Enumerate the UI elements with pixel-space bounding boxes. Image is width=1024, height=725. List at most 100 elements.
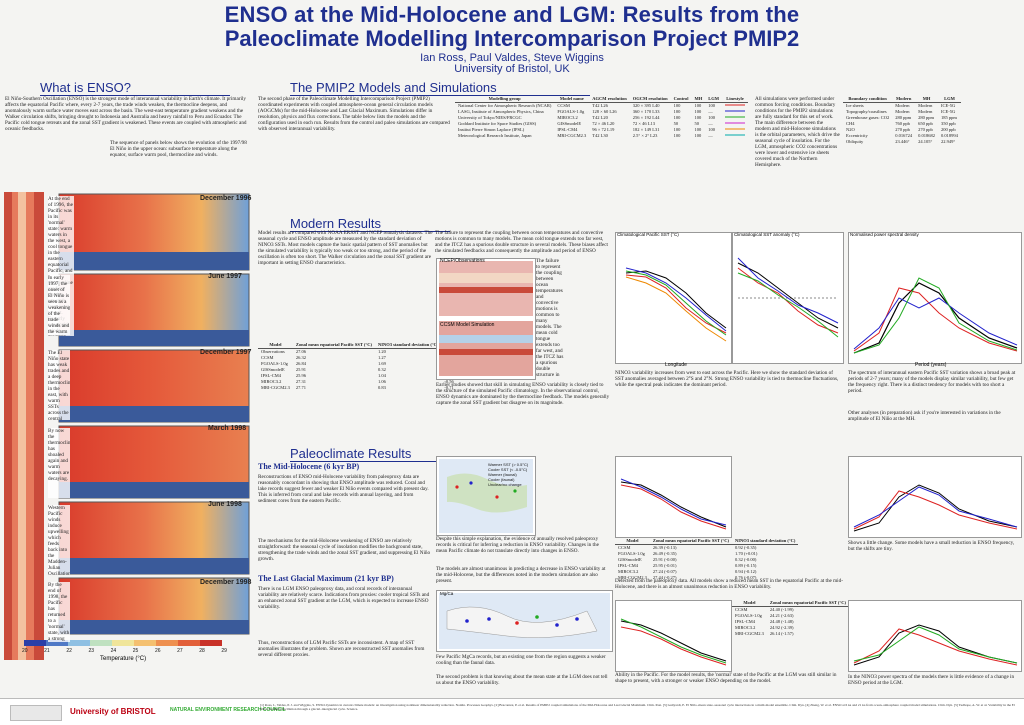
subhead-lgm: The Last Glacial Maximum (21 kyr BP)	[258, 574, 394, 583]
table-header-row: Model Zonal mean equatorial Pacific SST (…	[615, 538, 799, 545]
table-row: CCSM 26.39 (-0.13) 0.92 (-0.35)	[615, 545, 798, 552]
lgm-text-6: In the NINO3 power spectra of the models…	[848, 674, 1015, 686]
td: Observations	[261, 349, 285, 354]
td: 24.92 (-2.39)	[769, 625, 794, 630]
td: 23.446°	[895, 139, 910, 144]
date-label-5: June 1998	[208, 501, 242, 508]
ncep-label: NCEP/Observations	[440, 258, 485, 264]
table-row: Ice sheets Modern Modern ICE-5G	[843, 103, 961, 110]
chart-power-spectrum-lgm	[848, 600, 1022, 672]
table-row: FGOALS-1.0g 26.49 (-0.35) 1.70 (+0.01)	[615, 551, 798, 557]
mh-map-svg	[439, 459, 533, 533]
td: 100	[673, 103, 681, 108]
chart-clim-sst	[615, 232, 732, 364]
enso-panels	[4, 192, 252, 660]
side-text-3: The El Niño state has weak trades and a …	[48, 350, 70, 420]
td: Obliquity	[846, 139, 864, 144]
lgm-map-panel	[436, 590, 613, 652]
td: 100	[694, 115, 702, 120]
td: ICE-5G	[941, 109, 956, 114]
ncep-map-svg	[439, 261, 533, 376]
side-text-5: Western Pacific winds induce upwelling w…	[48, 505, 70, 575]
td: Eccentricity	[846, 133, 868, 138]
td: 26.49 (-0.35)	[652, 551, 677, 556]
mh-map-panel	[436, 456, 536, 536]
td: CCSM	[557, 103, 570, 108]
td: T42 L26	[592, 103, 608, 108]
th: NINO3 standard deviation (°C)	[374, 342, 442, 349]
table-row: CH4 760 ppb 650 ppb 350 ppb	[843, 121, 961, 127]
mh-text-4: The models are almost unanimous in predi…	[436, 566, 606, 584]
td: 100	[708, 115, 716, 120]
mh-text-1: Reconstructions of ENSO mid-Holocene var…	[258, 474, 429, 504]
enso-block-3	[58, 349, 250, 423]
td: 0.76 (-0.07)	[734, 575, 757, 580]
td: 0.016724	[895, 133, 913, 138]
td: 320 × 395 L40	[632, 103, 660, 108]
th: Zonal mean equatorial Pacific SST (°C)	[292, 342, 375, 349]
modern-text-1: Model results are compared with NOAA ERS…	[258, 230, 433, 266]
clim-sst-svg	[625, 267, 727, 342]
td: 50	[694, 121, 700, 126]
enso-table-mh: Model Zonal mean equatorial Pacific SST (…	[615, 538, 799, 581]
mh-clim-svg	[620, 478, 727, 530]
td: 0.89 (-0.15)	[734, 563, 757, 568]
poster-title-line2: Paleoclimate Modelling Intercomparison P…	[224, 26, 800, 51]
legend-item: Unclear/no change	[488, 482, 522, 487]
colorbar-label: Temperature (°C)	[100, 656, 147, 662]
date-label-2: June 1997	[208, 273, 242, 280]
td: 1.27	[377, 355, 386, 360]
cb-tick: 25	[132, 648, 139, 654]
clim-sst-anom-label: Climatological SST anomaly (°C)	[734, 232, 800, 237]
date-label-1: December 1996	[200, 195, 252, 202]
td: 280 ppm	[918, 115, 935, 120]
td: 270 ppb	[895, 127, 910, 132]
cb-tick: 26	[154, 648, 161, 654]
td: Modern	[918, 103, 933, 108]
section-pmip2: The PMIP2 Models and Simulations	[290, 80, 590, 96]
td: MIROC3.2	[557, 115, 578, 120]
td: T42 L20	[592, 115, 608, 120]
nerc-logo: NATURAL ENVIRONMENT RESEARCH COUNCIL	[170, 707, 286, 713]
date-label-4: March 1998	[208, 425, 247, 432]
side-text-6: By the end of 1998, the Pacific has retu…	[48, 582, 70, 642]
legend-item: Warmer SST (> 0.5°C)	[488, 462, 529, 467]
ccsm-label: CCSM Model Simulation	[440, 322, 495, 328]
linestyle	[722, 121, 748, 127]
chart-power-spectrum-mh	[848, 456, 1022, 538]
td: 1.04	[377, 373, 386, 378]
th: OGCM resolution	[629, 96, 671, 103]
th: Model	[258, 342, 293, 349]
enso-block-2	[58, 273, 250, 347]
power-spectrum-label: Normalised power spectral density	[850, 232, 919, 237]
table-row: N2O 270 ppb 270 ppb 200 ppb	[843, 127, 961, 133]
cb-tick: 29	[221, 648, 227, 654]
td: Greenhouse gases: CO2	[846, 115, 890, 120]
td: 22.949°	[941, 139, 956, 144]
td: 100	[694, 109, 702, 114]
power-spectrum-mh-svg	[853, 484, 1018, 532]
modern-text-4: NINO3 variability increases from west to…	[615, 370, 839, 388]
subhead-mid-holocene: The Mid-Holocene (6 kyr BP)	[258, 462, 360, 471]
td: 0.94 (-0.12)	[734, 569, 757, 574]
linestyle	[722, 109, 748, 115]
td: FGOALS-1.0g	[735, 613, 762, 618]
side-text-2: In early 1997, the onset of El Niño is s…	[48, 275, 70, 335]
table-header-row: Boundary condition Modern MH LGM	[843, 96, 961, 103]
linestyle	[722, 127, 748, 133]
bristol-logo: University of BRISTOL	[70, 707, 156, 716]
cb-tick: 23	[88, 648, 95, 654]
pmip-intro: The second phase of the Paleoclimate Mod…	[258, 96, 450, 132]
td: Ice sheets	[846, 103, 864, 108]
side-text-4: By now the thermocline has shoaled again…	[48, 428, 70, 498]
td: 24.105°	[918, 139, 933, 144]
td: 1.06	[377, 379, 386, 384]
legend-item: Cooler SST (< -0.5°C)	[488, 467, 528, 472]
lgm-clim-svg	[620, 618, 727, 666]
td: MIROC3.2	[618, 569, 639, 574]
td: FGOALS-1.0g	[261, 361, 288, 366]
td: 27.44 (-0.27)	[652, 575, 677, 580]
cb-tick: 28	[199, 648, 205, 654]
td: IPSL-CM4	[618, 563, 639, 568]
table-row: LASG, Institute of Atmospheric Physics, …	[455, 109, 748, 115]
